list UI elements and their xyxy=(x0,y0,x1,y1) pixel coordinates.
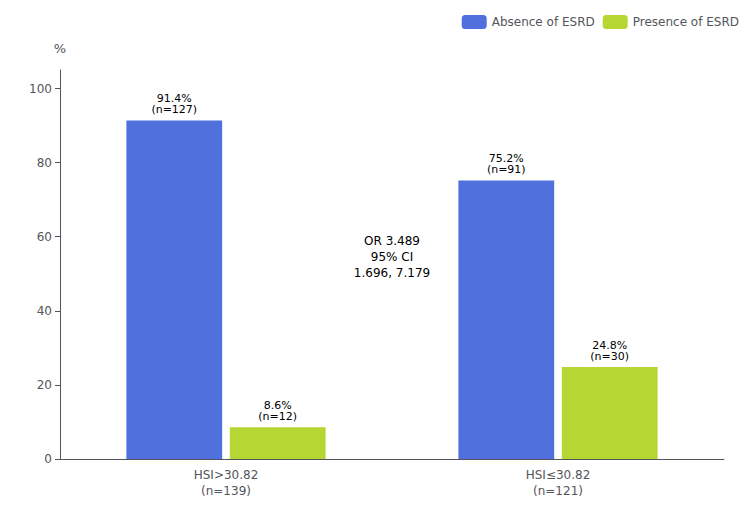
svg-text:8.6%: 8.6% xyxy=(263,399,292,413)
svg-text:(n=12): (n=12) xyxy=(258,410,297,423)
svg-text:(n=127): (n=127) xyxy=(151,103,197,116)
svg-text:(n=91): (n=91) xyxy=(487,163,526,176)
svg-text:(n=30): (n=30) xyxy=(590,350,629,363)
svg-text:1.696, 7.179: 1.696, 7.179 xyxy=(354,266,430,280)
svg-text:OR 3.489: OR 3.489 xyxy=(364,234,420,248)
svg-text:95% CI: 95% CI xyxy=(371,250,413,264)
svg-text:24.8%: 24.8% xyxy=(592,339,628,353)
svg-text:(n=121): (n=121) xyxy=(533,484,583,498)
svg-text:100: 100 xyxy=(29,82,52,96)
svg-text:HSI≤30.82: HSI≤30.82 xyxy=(526,468,591,482)
svg-text:75.2%: 75.2% xyxy=(488,152,524,166)
svg-text:Presence of ESRD: Presence of ESRD xyxy=(633,15,739,29)
svg-text:20: 20 xyxy=(37,378,52,392)
svg-text:%: % xyxy=(54,41,66,56)
svg-text:80: 80 xyxy=(37,156,52,170)
svg-text:91.4%: 91.4% xyxy=(156,92,192,106)
svg-text:Absence of ESRD: Absence of ESRD xyxy=(492,15,595,29)
svg-text:HSI>30.82: HSI>30.82 xyxy=(194,468,259,482)
svg-text:60: 60 xyxy=(37,230,52,244)
svg-text:40: 40 xyxy=(37,304,52,318)
svg-text:0: 0 xyxy=(44,452,52,466)
svg-text:(n=139): (n=139) xyxy=(201,484,251,498)
